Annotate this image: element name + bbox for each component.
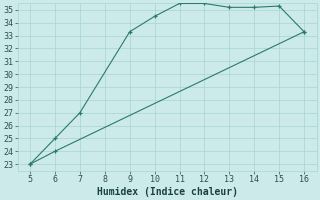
X-axis label: Humidex (Indice chaleur): Humidex (Indice chaleur): [97, 186, 237, 197]
